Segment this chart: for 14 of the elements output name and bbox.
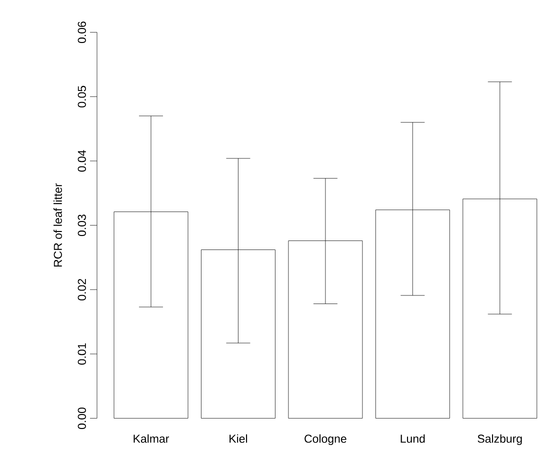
x-tick-label: Kiel [230, 434, 248, 443]
x-tick-label: Kalmar [134, 434, 170, 443]
y-tick-label: 0.03 [78, 214, 86, 236]
y-tick-label: 0.00 [78, 408, 86, 430]
y-tick-label: 0.02 [78, 279, 86, 300]
bar [288, 240, 363, 418]
y-tick-label: 0.06 [78, 22, 86, 44]
y-tick-label: 0.05 [78, 86, 86, 108]
y-tick-label: 0.01 [78, 343, 86, 365]
x-tick-label: Cologne [304, 434, 346, 446]
y-axis-title: RCR of leaf litter [54, 183, 62, 267]
x-tick-label: Salzburg [478, 434, 522, 446]
x-tick-label: Lund [400, 434, 425, 443]
y-tick-label: 0.04 [78, 150, 86, 172]
